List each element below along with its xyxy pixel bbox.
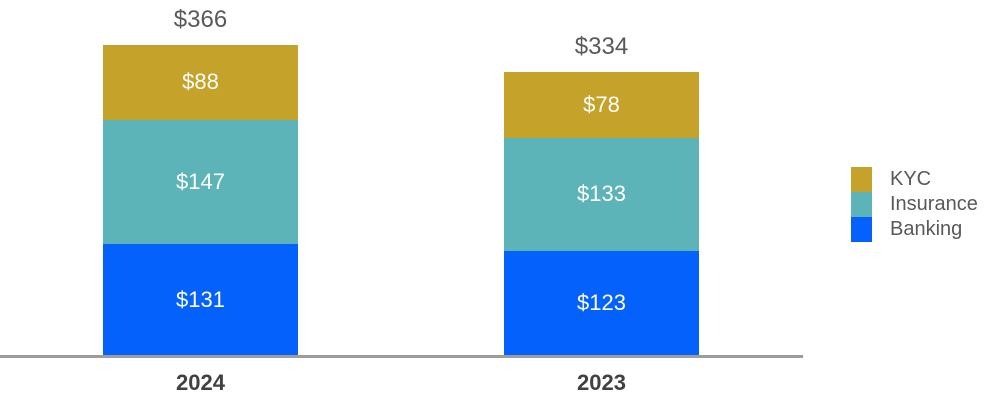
legend: KYC Insurance Banking bbox=[851, 167, 978, 242]
legend-label-insurance: Insurance bbox=[890, 193, 978, 215]
bar-segment-kyc-2023: $78 bbox=[504, 72, 699, 139]
legend-item-banking: Banking bbox=[851, 217, 978, 242]
bar-segment-banking-2024: $131 bbox=[103, 244, 298, 355]
segment-value-label: $131 bbox=[176, 286, 225, 312]
legend-swatch-banking bbox=[851, 217, 872, 242]
legend-label-kyc: KYC bbox=[890, 168, 932, 190]
segment-value-label: $78 bbox=[583, 92, 620, 118]
category-label-2024: 2024 bbox=[176, 370, 225, 395]
x-axis-line bbox=[0, 355, 803, 358]
total-value-label-2024: $366 bbox=[173, 6, 228, 33]
segment-value-label: $88 bbox=[182, 69, 219, 95]
legend-label-banking: Banking bbox=[890, 218, 963, 240]
legend-item-kyc: KYC bbox=[851, 167, 978, 192]
bar-segment-kyc-2024: $88 bbox=[103, 45, 298, 120]
bar-segment-insurance-2024: $147 bbox=[103, 119, 298, 245]
legend-item-insurance: Insurance bbox=[851, 192, 978, 217]
legend-swatch-insurance bbox=[851, 192, 872, 217]
bar-segment-insurance-2023: $133 bbox=[504, 138, 699, 251]
bar-segment-banking-2023: $123 bbox=[504, 250, 699, 355]
segment-value-label: $123 bbox=[577, 289, 626, 315]
segment-value-label: $147 bbox=[176, 168, 225, 194]
total-value-label-2023: $334 bbox=[574, 33, 629, 61]
legend-swatch-kyc bbox=[851, 167, 872, 192]
category-label-2023: 2023 bbox=[577, 370, 626, 395]
segment-value-label: $133 bbox=[577, 181, 626, 207]
